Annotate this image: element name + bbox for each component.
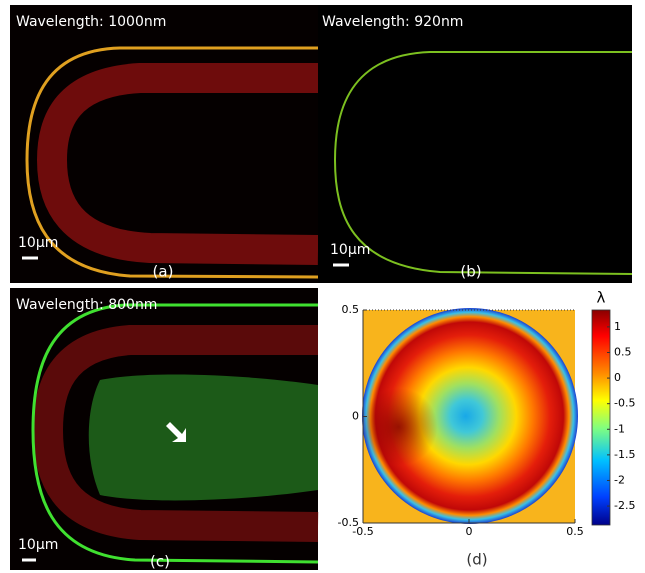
y-tick-label: -0.5 [338, 516, 359, 529]
panel-title: Wavelength: 1000nm [16, 14, 166, 30]
colorbar-tick-label: -1.5 [614, 448, 635, 461]
panel-title: Wavelength: 800nm [16, 297, 157, 313]
colorbar-tick-label: -0.5 [614, 397, 635, 410]
panel-title: Wavelength: 920nm [322, 14, 463, 30]
x-tick-label: 0.5 [566, 525, 584, 538]
colorbar-tick-label: 1 [614, 320, 621, 333]
colorbar-tick-label: -2 [614, 473, 625, 486]
scale-bar-label: 10μm [18, 537, 58, 553]
panel-label: (b) [460, 263, 481, 281]
panel-label: (d) [466, 551, 487, 569]
y-tick-label: 0.5 [342, 303, 360, 316]
colorbar-tick-label: 0.5 [614, 345, 632, 358]
figure: Wavelength: 1000nm 10μm (a) Wavelength: … [0, 0, 645, 573]
panel-a: Wavelength: 1000nm 10μm (a) [10, 5, 318, 283]
colorbar [592, 310, 610, 525]
panel-b: Wavelength: 920nm 10μm (b) [318, 5, 632, 283]
colorbar-tick-label: -2.5 [614, 499, 635, 512]
colorbar-title: λ [597, 289, 606, 307]
cell-cluster [89, 375, 318, 501]
colorbar-tick-label: -1 [614, 422, 625, 435]
panel-c: Wavelength: 800nm 10μm (c) [10, 288, 318, 571]
wavefront-shade [362, 308, 578, 524]
panel-label: (a) [153, 263, 174, 281]
x-tick-label: 0 [466, 525, 473, 538]
scale-bar-label: 10μm [18, 235, 58, 251]
scale-bar-label: 10μm [330, 242, 370, 258]
y-tick-label: 0 [352, 410, 359, 423]
panel-label: (c) [150, 553, 170, 571]
colorbar-tick-label: 0 [614, 371, 621, 384]
